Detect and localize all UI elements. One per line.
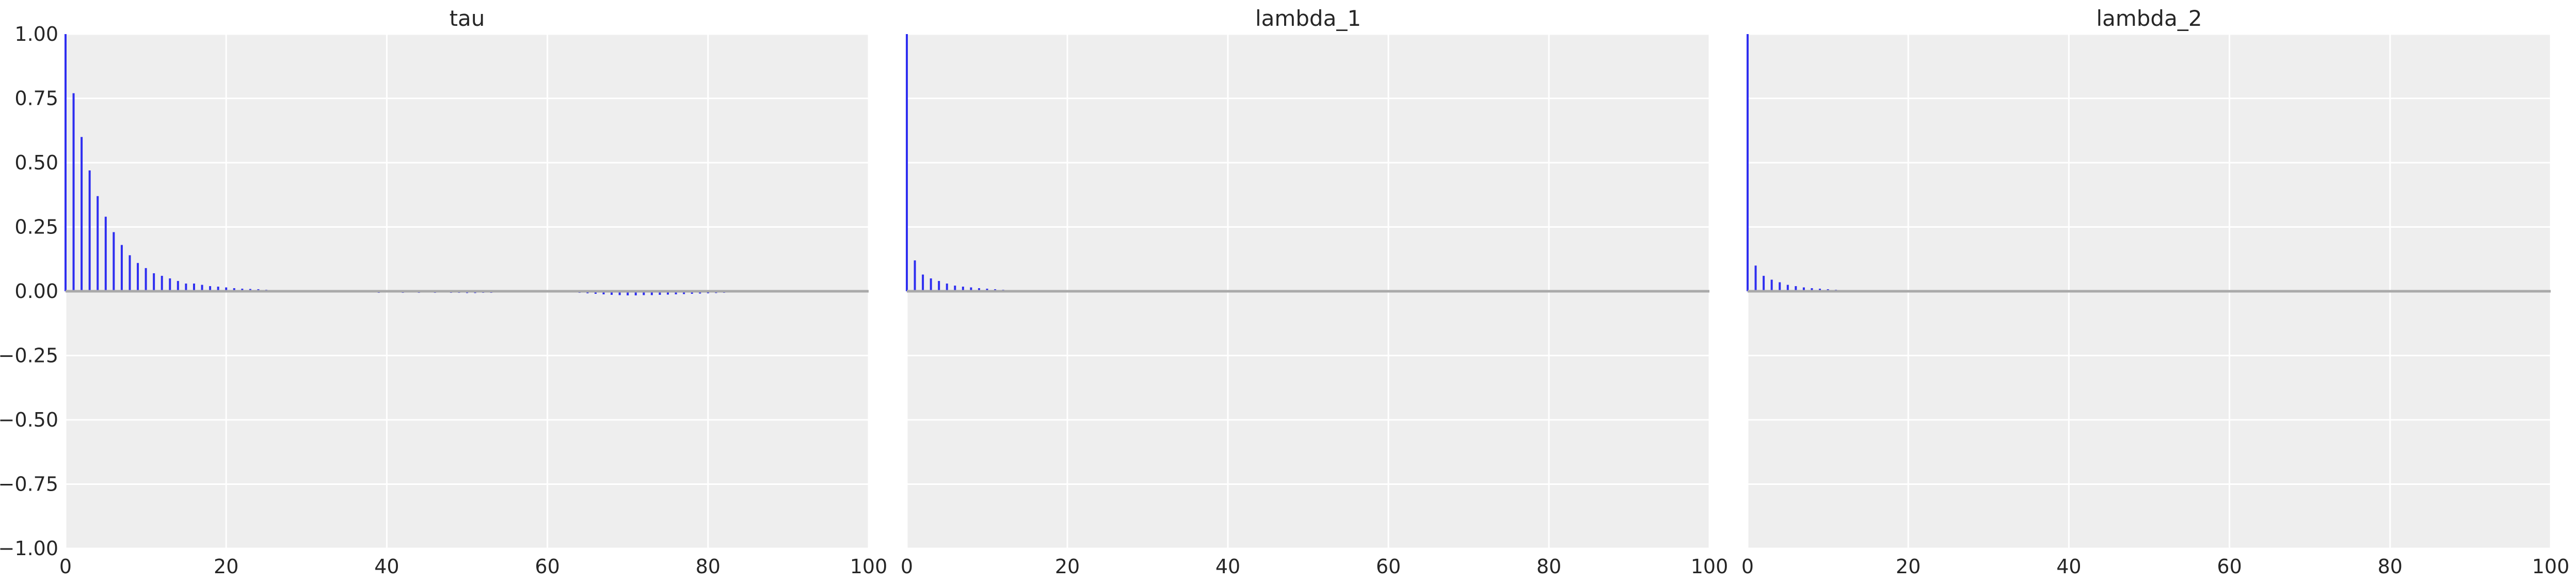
panel-tau-y-tick-4: 0.00: [14, 280, 58, 303]
panel-tau-y-tick-3: −0.25: [0, 344, 58, 367]
panel-lambda-1-x-tick-5: 100: [1691, 555, 1729, 578]
panel-tau-x-tick-0: 0: [59, 555, 72, 578]
panel-lambda-2-x-tick-5: 100: [2532, 555, 2570, 578]
panel-tau: tau −1.00 −0.75 −0.50 −0.25 0.00 0.25 0.50 0.75…: [0, 6, 887, 578]
panel-tau-x-tick-1: 20: [214, 555, 238, 578]
panel-lambda-2-x-tick-2: 40: [2056, 555, 2081, 578]
panel-tau-y-tick-8: 1.00: [14, 23, 58, 45]
panel-tau-x-tick-5: 100: [850, 555, 888, 578]
panel-lambda-1-x-tick-labels: 0 20 40 60 80 100: [901, 555, 1728, 578]
panel-tau-y-tick-7: 0.75: [14, 87, 58, 110]
panel-lambda-1-x-tick-3: 60: [1376, 555, 1401, 578]
panel-lambda-2-x-tick-4: 80: [2378, 555, 2403, 578]
panel-lambda-1-title: lambda_1: [1255, 6, 1361, 31]
panel-tau-y-tick-6: 0.50: [14, 151, 58, 174]
panel-lambda-1-x-tick-2: 40: [1215, 555, 1240, 578]
panel-tau-x-tick-2: 40: [374, 555, 399, 578]
panel-lambda-2-x-tick-1: 20: [1896, 555, 1921, 578]
panel-tau-y-tick-labels: −1.00 −0.75 −0.50 −0.25 0.00 0.25 0.50 0.75 1.00: [0, 23, 58, 560]
panel-tau-title: tau: [450, 6, 485, 31]
panel-tau-y-tick-0: −1.00: [0, 537, 58, 560]
panel-lambda-2: lambda_2 0 20 40 60 80 100: [1741, 6, 2569, 578]
panel-tau-y-tick-2: −0.50: [0, 408, 58, 431]
panel-tau-x-tick-3: 60: [535, 555, 559, 578]
panel-lambda-1-x-tick-1: 20: [1055, 555, 1080, 578]
panel-lambda-1: lambda_1 0 20 40 60 80 100: [901, 6, 1728, 578]
panel-tau-x-tick-labels: 0 20 40 60 80 100: [59, 555, 887, 578]
panel-lambda-2-x-tick-0: 0: [1741, 555, 1754, 578]
panel-lambda-2-x-tick-3: 60: [2217, 555, 2242, 578]
panel-lambda-2-x-tick-labels: 0 20 40 60 80 100: [1741, 555, 2569, 578]
panel-lambda-2-title: lambda_2: [2096, 6, 2202, 31]
panel-lambda-1-x-tick-4: 80: [1537, 555, 1561, 578]
panel-tau-y-tick-1: −0.75: [0, 473, 58, 496]
panel-tau-y-tick-5: 0.25: [14, 216, 58, 239]
panel-lambda-1-x-tick-0: 0: [901, 555, 913, 578]
panel-tau-x-tick-4: 80: [696, 555, 721, 578]
